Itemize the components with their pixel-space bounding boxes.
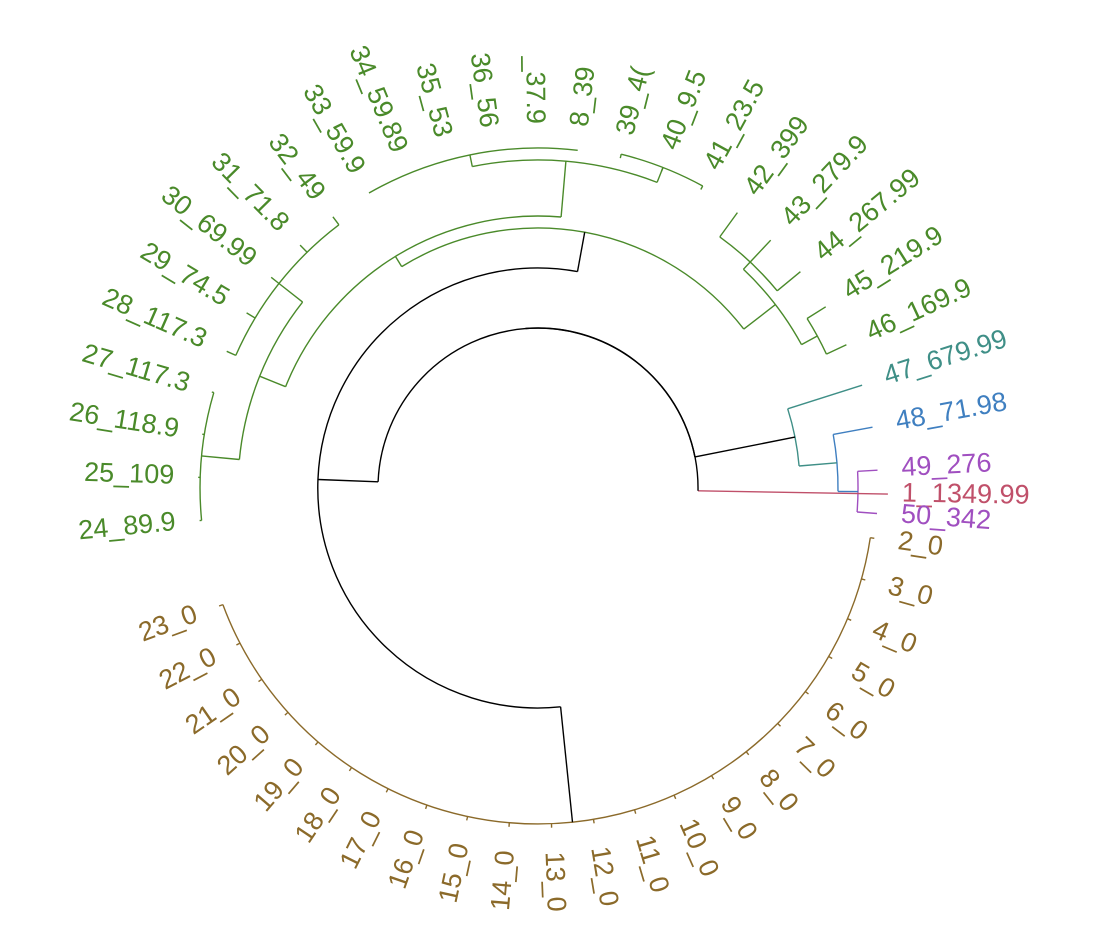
leaf-label: 24_89.9 <box>77 506 177 545</box>
leaf-label: 6_0 <box>820 695 874 746</box>
leaf-label: 8_39 <box>564 65 601 128</box>
branch-segment <box>300 245 307 252</box>
leaf-label: 25_109 <box>84 457 175 490</box>
leaf-label: 23_0 <box>134 598 201 647</box>
leaf-labels: 1_1349.992_03_04_05_06_07_08_09_010_011_… <box>67 41 1030 912</box>
branch-segment <box>743 262 750 269</box>
branch-segment <box>698 491 888 494</box>
leaf-label: 27_117.3 <box>79 338 194 398</box>
leaf-label: 39_4( <box>610 64 656 138</box>
branch-segment <box>227 351 236 355</box>
branch-segment <box>833 427 872 434</box>
branch-segment <box>799 463 837 466</box>
leaf-label: 17_0 <box>334 806 388 873</box>
branch-segment <box>788 385 862 409</box>
leaf-label: 19_0 <box>248 752 310 817</box>
branch-arc <box>286 216 561 387</box>
branch-segment <box>247 313 256 318</box>
branch-segment <box>202 456 240 460</box>
leaf-label: 49_276 <box>901 447 993 482</box>
branch-segment <box>720 213 738 237</box>
branch-segment <box>826 345 846 354</box>
leaf-label: 13_0 <box>539 851 571 912</box>
branch-arc <box>402 228 744 329</box>
branch-segment <box>777 272 800 291</box>
leaf-label: 4_0 <box>868 614 921 659</box>
branch-segment <box>561 707 573 822</box>
leaf-label: 22_0 <box>154 641 221 695</box>
leaf-label: 26_118.9 <box>67 396 181 443</box>
branch-segment <box>695 437 795 457</box>
branch-segment <box>807 307 826 319</box>
branch-segment <box>260 376 286 387</box>
branch-segment <box>212 392 214 393</box>
branch-arc <box>378 328 695 482</box>
leaf-label: 5_0 <box>846 656 900 705</box>
leaf-label: 8_0 <box>753 763 804 817</box>
branch-segment <box>744 305 776 330</box>
branch-segment <box>858 470 878 471</box>
branch-arc <box>369 148 578 193</box>
branch-arc <box>526 328 699 491</box>
leaf-label: 21_0 <box>180 681 246 740</box>
branch-segment <box>750 240 771 262</box>
branch-segment <box>561 161 566 217</box>
branch-arc <box>318 268 578 708</box>
branch-segment <box>857 512 877 514</box>
leaf-label: 15_0 <box>433 840 475 905</box>
leaf-label: 48_71.98 <box>893 386 1009 436</box>
leaf-label: 18_0 <box>289 781 347 848</box>
leaf-label: 35_53 <box>410 60 459 140</box>
leaf-label: 40_9.5 <box>654 66 712 154</box>
branch-segment <box>701 186 703 190</box>
leaf-label: 10_0 <box>674 814 726 881</box>
leaf-label: 3_0 <box>885 570 936 611</box>
leaf-label: 11_0 <box>630 832 675 896</box>
leaf-label: 20_0 <box>211 719 276 781</box>
leaf-label: 9_0 <box>715 791 764 845</box>
leaf-label: 12_0 <box>585 844 625 908</box>
branch-segment <box>333 217 339 225</box>
dendrogram-branches <box>198 148 888 828</box>
branch-segment <box>802 336 818 345</box>
branch-segment <box>657 168 663 183</box>
branch-segment <box>279 284 303 303</box>
branch-segment <box>219 605 223 606</box>
branch-segment <box>318 480 378 482</box>
leaf-label: _37.9 <box>520 55 551 124</box>
leaf-label: 36_56 <box>465 51 505 130</box>
branch-segment <box>578 232 585 271</box>
branch-segment <box>395 256 401 266</box>
leaf-label: 16_0 <box>382 826 430 893</box>
leaf-label: 14_0 <box>485 849 520 911</box>
leaf-label: 7_0 <box>788 731 841 784</box>
branch-segment <box>470 155 472 167</box>
branch-segment <box>271 277 279 283</box>
